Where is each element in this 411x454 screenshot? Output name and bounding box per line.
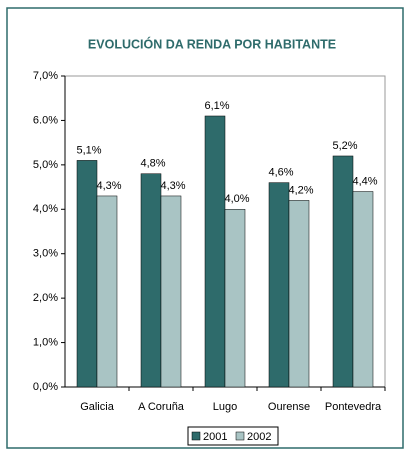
value-label: 6,1% — [204, 100, 229, 112]
bar — [96, 195, 118, 388]
y-tick-label: 6.0% — [33, 114, 58, 126]
legend-box — [187, 426, 279, 446]
bar — [204, 115, 226, 388]
legend-label: 2002 — [247, 431, 271, 443]
value-label: 4,4% — [352, 175, 377, 187]
bar — [76, 160, 98, 388]
y-tick-label: 7,0% — [33, 70, 58, 82]
bar — [268, 182, 290, 388]
value-label: 4,6% — [268, 167, 293, 179]
bar — [332, 155, 354, 388]
x-tick-label: Lugo — [213, 401, 237, 413]
x-tick-label: Galicia — [80, 401, 115, 413]
y-tick-label: 2,0% — [33, 292, 58, 304]
x-tick-label: Ourense — [268, 401, 310, 413]
y-tick-label: 5,0% — [33, 159, 58, 171]
x-tick-label: A Coruña — [138, 401, 185, 413]
legend-swatch — [191, 431, 201, 441]
chart-title: EVOLUCIÓN DA RENDA POR HABITANTE — [88, 36, 336, 51]
legend-label: 2001 — [203, 431, 227, 443]
bar — [140, 173, 162, 388]
y-tick-label: 4,0% — [33, 203, 58, 215]
value-label: 4,3% — [160, 180, 185, 192]
y-tick-label: 1,0% — [33, 336, 58, 348]
value-label: 4,3% — [96, 180, 121, 192]
y-tick-label: 0,0% — [33, 381, 58, 393]
value-label: 4,0% — [224, 193, 249, 205]
legend-swatch — [235, 431, 245, 441]
y-tick-label: 3,0% — [33, 248, 58, 260]
bar — [224, 209, 246, 388]
bar — [352, 191, 374, 388]
value-label: 5,1% — [76, 144, 101, 156]
value-label: 4,2% — [288, 184, 313, 196]
x-tick-label: Pontevedra — [325, 401, 382, 413]
value-label: 4,8% — [140, 158, 165, 170]
bar — [160, 195, 182, 388]
bar — [288, 200, 310, 388]
value-label: 5,2% — [332, 140, 357, 152]
